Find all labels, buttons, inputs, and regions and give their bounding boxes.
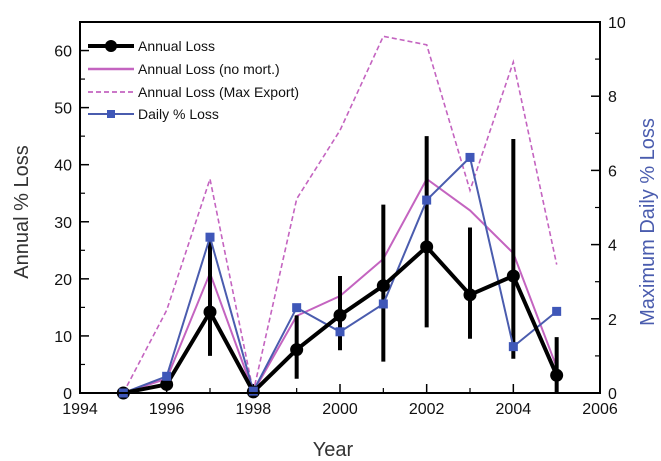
data-point-daily-loss xyxy=(378,299,388,309)
y-right-tick-label: 2 xyxy=(608,312,617,329)
x-tick-label: 2002 xyxy=(409,401,445,418)
data-point-daily-loss xyxy=(422,195,432,205)
y-left-tick-label: 50 xyxy=(54,101,72,118)
data-point-annual-loss xyxy=(333,308,347,322)
y-left-tick-label: 30 xyxy=(54,215,72,232)
y-right-tick-label: 4 xyxy=(608,238,617,255)
legend-item-daily-loss: Daily % Loss xyxy=(88,106,219,122)
data-point-daily-loss xyxy=(508,342,518,352)
series-line-max-export xyxy=(122,35,558,394)
legend-label-no-mort: Annual Loss (no mort.) xyxy=(138,61,280,77)
data-point-daily-loss xyxy=(162,371,172,381)
legend-marker-annual-loss xyxy=(105,40,117,52)
y-right-tick-label: 8 xyxy=(608,89,617,106)
data-point-annual-loss xyxy=(290,343,304,357)
legend: Annual Loss Annual Loss (no mort.) Annua… xyxy=(88,38,299,122)
y-right-axis-title: Maximum Daily % Loss xyxy=(637,118,659,326)
data-point-annual-loss xyxy=(160,377,174,391)
x-tick-label: 2006 xyxy=(582,401,618,418)
legend-label-annual-loss: Annual Loss xyxy=(138,38,215,54)
x-axis-title: Year xyxy=(313,439,354,461)
data-point-daily-loss xyxy=(292,303,302,313)
y-left-tick-label: 60 xyxy=(54,44,72,61)
tick-labels: 1994 1996 1998 2000 2002 2004 2006010203040506… xyxy=(54,15,626,418)
y-left-tick-label: 40 xyxy=(54,158,72,175)
data-point-annual-loss xyxy=(550,368,564,382)
x-tick-label: 1994 xyxy=(62,401,98,418)
legend-marker-daily-loss xyxy=(107,110,115,118)
x-tick-label: 2000 xyxy=(322,401,358,418)
legend-item-no-mort: Annual Loss (no mort.) xyxy=(88,61,280,77)
data-point-daily-loss xyxy=(205,232,215,242)
data-point-daily-loss xyxy=(552,306,562,316)
legend-item-annual-loss: Annual Loss xyxy=(88,38,215,54)
y-left-tick-label: 20 xyxy=(54,272,72,289)
data-point-daily-loss xyxy=(465,152,475,162)
data-point-annual-loss xyxy=(506,269,520,283)
y-right-tick-label: 0 xyxy=(608,386,617,403)
data-point-annual-loss xyxy=(463,288,477,302)
legend-label-daily-loss: Daily % Loss xyxy=(138,106,219,122)
legend-label-max-export: Annual Loss (Max Export) xyxy=(138,84,299,100)
series-line-daily-loss xyxy=(122,155,558,394)
data-point-annual-loss xyxy=(203,305,217,319)
x-tick-label: 1996 xyxy=(149,401,185,418)
x-tick-label: 1998 xyxy=(236,401,272,418)
y-left-tick-label: 10 xyxy=(54,329,72,346)
data-point-annual-loss xyxy=(420,240,434,254)
legend-item-max-export: Annual Loss (Max Export) xyxy=(88,84,299,100)
y-left-axis-title: Annual % Loss xyxy=(11,145,33,278)
y-left-tick-label: 0 xyxy=(63,386,72,403)
data-point-daily-loss xyxy=(248,386,258,396)
y-right-tick-label: 6 xyxy=(608,163,617,180)
x-tick-label: 2004 xyxy=(496,401,532,418)
data-point-daily-loss xyxy=(335,327,345,337)
y-right-tick-label: 10 xyxy=(608,15,626,32)
series-layer xyxy=(116,35,564,400)
plot-frame xyxy=(79,21,601,394)
data-point-annual-loss xyxy=(376,279,390,293)
